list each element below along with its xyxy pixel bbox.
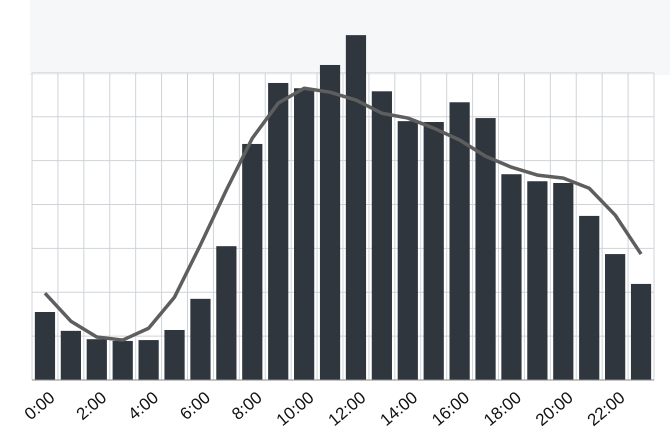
x-tick-label: 14:00: [376, 388, 421, 430]
x-tick-label: 10:00: [273, 388, 318, 430]
bar: [216, 246, 237, 380]
x-tick-label: 12:00: [325, 388, 370, 430]
bar: [605, 254, 626, 380]
bar: [242, 143, 263, 380]
bar: [449, 102, 470, 381]
bar: [475, 118, 496, 380]
x-tick-label: 8:00: [228, 388, 266, 424]
bar: [164, 329, 185, 380]
x-tick-label: 2:00: [73, 388, 111, 424]
bar: [501, 174, 522, 380]
bar: [112, 340, 133, 380]
bar: [60, 330, 81, 380]
bar: [423, 122, 444, 380]
bar: [345, 35, 367, 381]
bar: [371, 91, 392, 381]
x-tick-label: 4:00: [125, 388, 163, 424]
bar: [268, 82, 289, 380]
x-tick-label: 6:00: [176, 388, 214, 424]
bar: [319, 64, 341, 380]
bar: [294, 88, 315, 380]
x-tick-label: 22:00: [584, 388, 629, 430]
bar: [630, 283, 652, 380]
bar: [527, 181, 548, 380]
x-tick-label: 20:00: [532, 388, 577, 430]
bar: [138, 340, 159, 380]
bar: [553, 183, 574, 380]
x-tick-label: 18:00: [480, 388, 525, 430]
bar: [86, 339, 107, 380]
trend-line: [43, 86, 643, 342]
bar: [190, 298, 211, 380]
bar: [579, 215, 600, 380]
x-tick-label: 16:00: [428, 388, 473, 430]
bar: [397, 121, 418, 380]
bar: [34, 311, 56, 380]
x-tick-label: 0:00: [21, 388, 59, 424]
